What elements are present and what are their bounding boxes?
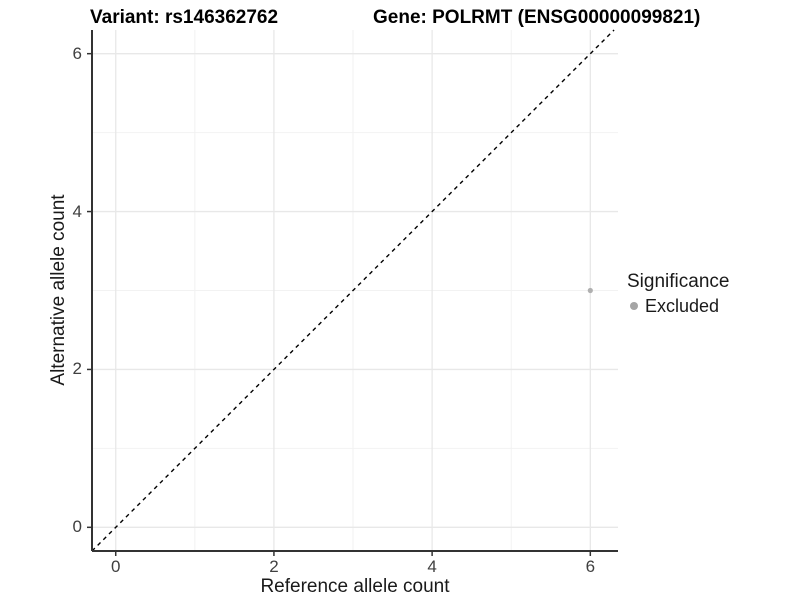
x-axis-title: Reference allele count: [260, 576, 450, 597]
excluded-point-icon: [630, 302, 638, 310]
data-point-excluded: [587, 287, 593, 294]
y-tick-label: 0: [72, 517, 82, 537]
y-axis-title: Alternative allele count: [48, 194, 69, 386]
identity-line: [91, 29, 615, 552]
plot-title-variant: Variant: rs146362762: [90, 7, 279, 28]
legend-entry-excluded: Excluded: [627, 295, 729, 317]
y-tick-label: 2: [72, 359, 82, 379]
legend-entry-label: Excluded: [645, 295, 720, 316]
y-tick-label: 6: [72, 43, 82, 63]
legend: Significance Excluded: [627, 271, 729, 317]
x-tick-label: 0: [110, 557, 121, 576]
x-tick-label: 2: [269, 557, 279, 576]
x-tick-label: 4: [427, 557, 437, 576]
y-tick-label: 4: [72, 201, 82, 221]
legend-title: Significance: [627, 271, 730, 292]
x-tick-label: 6: [585, 557, 596, 576]
plot-title-gene: Gene: POLRMT (ENSG00000099821): [373, 7, 701, 28]
